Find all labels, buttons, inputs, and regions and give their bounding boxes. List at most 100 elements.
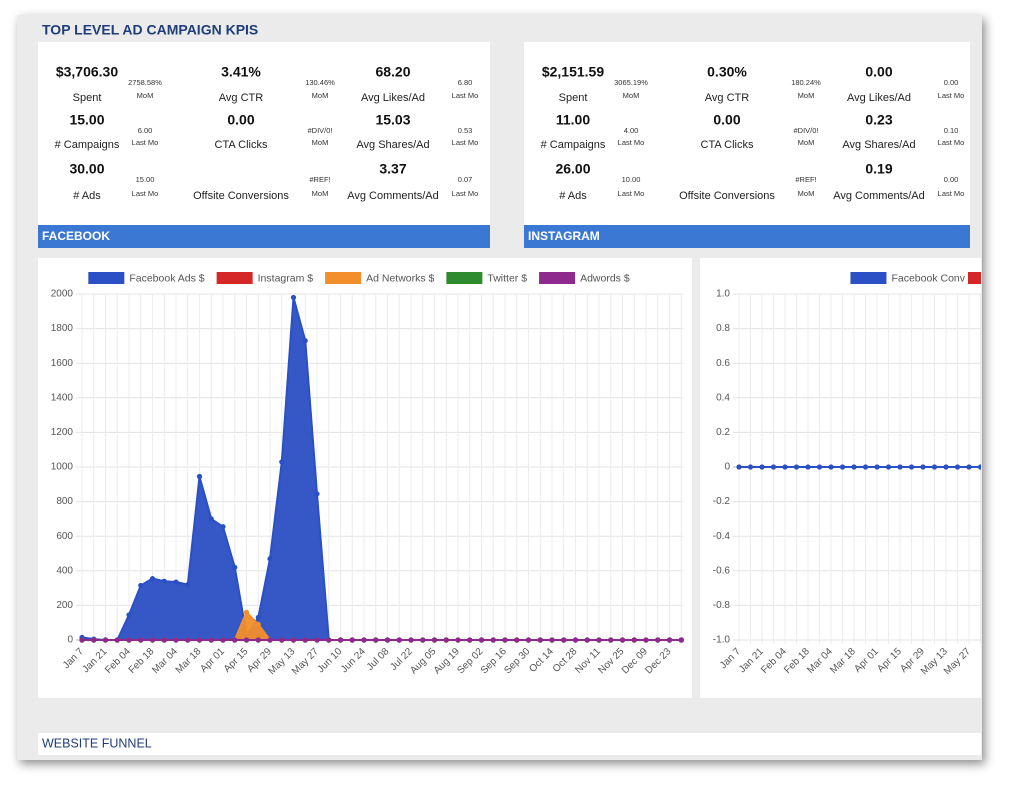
point — [255, 621, 261, 628]
kpi-compare: #DIV/0! — [793, 126, 818, 135]
point — [161, 578, 167, 584]
kpi-compare: 180.24% — [791, 78, 821, 87]
point — [126, 612, 132, 618]
legend-swatch — [325, 272, 362, 284]
point — [102, 637, 109, 643]
kpi-compare: 0.00 — [944, 175, 959, 184]
point — [885, 464, 892, 470]
point — [302, 637, 308, 643]
kpi-compare-label: Last Mo — [618, 138, 645, 147]
point — [862, 464, 869, 470]
point — [908, 464, 915, 470]
point — [897, 464, 903, 470]
kpi-compare-label: Last Mo — [452, 91, 479, 100]
area-fill — [82, 297, 682, 640]
point — [851, 464, 857, 470]
point — [655, 637, 661, 643]
kpi-value: 30.00 — [69, 161, 104, 177]
point — [455, 637, 461, 643]
kpi-compare-label: Last Mo — [938, 91, 965, 100]
kpi-compare-label: Last Mo — [132, 138, 159, 147]
kpi-value: 0.30% — [707, 64, 747, 80]
point — [537, 637, 543, 643]
point — [279, 637, 285, 643]
kpi-label: Avg Comments/Ad — [833, 190, 925, 202]
point — [314, 491, 320, 497]
y-tick-label: 200 — [56, 600, 73, 611]
chart-panel — [700, 258, 981, 698]
kpi-value: 0.19 — [865, 161, 892, 177]
kpi-compare: 0.00 — [944, 78, 959, 87]
kpi-compare: 15.00 — [136, 175, 155, 184]
point — [173, 637, 179, 643]
kpi-compare: 130.46% — [305, 78, 335, 87]
point — [243, 637, 250, 643]
kpi-value: 0.00 — [865, 64, 892, 80]
kpi-value: 0.00 — [713, 112, 740, 128]
kpi-value: 3.41% — [221, 64, 261, 80]
y-tick-label: -0.8 — [713, 600, 731, 611]
kpis: $3,706.30 Spent 2758.58% MoM 3.41% Avg CTR 130… — [55, 64, 965, 202]
point — [173, 579, 179, 585]
y-tick-label: 0.8 — [716, 323, 730, 334]
y-tick-label: 800 — [56, 496, 73, 507]
kpi-label: Spent — [73, 92, 102, 104]
point — [408, 637, 414, 643]
point — [79, 637, 85, 643]
y-tick-label: 1.0 — [716, 289, 730, 300]
kpi-label: Avg Shares/Ad — [842, 139, 915, 151]
point — [561, 637, 567, 643]
point — [420, 637, 426, 643]
kpi-value: 15.00 — [69, 112, 104, 128]
kpi-compare: #REF! — [795, 175, 816, 184]
y-tick-label: 0.4 — [716, 392, 730, 403]
kpi-compare: #REF! — [309, 175, 330, 184]
point — [220, 524, 226, 530]
point — [478, 637, 485, 643]
kpi-compare-label: MoM — [312, 189, 329, 198]
point — [977, 464, 981, 470]
point — [502, 637, 508, 643]
point — [619, 637, 626, 643]
kpi-compare: #DIV/0! — [307, 126, 332, 135]
point — [549, 637, 555, 643]
legend-label: Ad Networks $ — [366, 272, 434, 284]
y-tick-label: 0.6 — [716, 358, 730, 369]
point — [255, 637, 261, 643]
kpi-compare-label: MoM — [798, 91, 815, 100]
point — [314, 637, 320, 643]
legend-swatch — [968, 272, 981, 284]
kpi-compare-label: MoM — [312, 138, 329, 147]
point — [584, 637, 590, 643]
kpi-compare-label: Last Mo — [938, 189, 965, 198]
point — [91, 637, 97, 643]
legend-label: Facebook Conv — [891, 272, 965, 284]
point — [243, 609, 250, 615]
kpi-label: Spent — [559, 92, 588, 104]
kpi-value: 0.23 — [865, 112, 892, 128]
kpi-label: CTA Clicks — [215, 139, 268, 151]
point — [805, 464, 811, 470]
point — [267, 637, 273, 643]
point — [514, 637, 520, 643]
kpi-label: # Campaigns — [55, 139, 120, 151]
point — [643, 637, 649, 643]
legend-label: Adwords $ — [580, 272, 630, 284]
section-title: WEBSITE FUNNEL — [42, 736, 152, 750]
kpi-compare: 4.00 — [624, 126, 639, 135]
point — [232, 564, 238, 570]
kpi-label: Avg Comments/Ad — [347, 190, 439, 202]
legend-label: Twitter $ — [487, 272, 527, 284]
section-title: INSTAGRAM — [528, 229, 600, 243]
point — [208, 516, 214, 522]
kpi-compare-label: Last Mo — [938, 138, 965, 147]
point — [839, 464, 846, 470]
point — [361, 637, 367, 643]
point — [596, 637, 602, 643]
page-title: TOP LEVEL AD CAMPAIGN KPIS — [42, 22, 258, 38]
kpi-value: 26.00 — [555, 161, 590, 177]
point — [126, 637, 132, 643]
kpi-compare-label: Last Mo — [452, 138, 479, 147]
